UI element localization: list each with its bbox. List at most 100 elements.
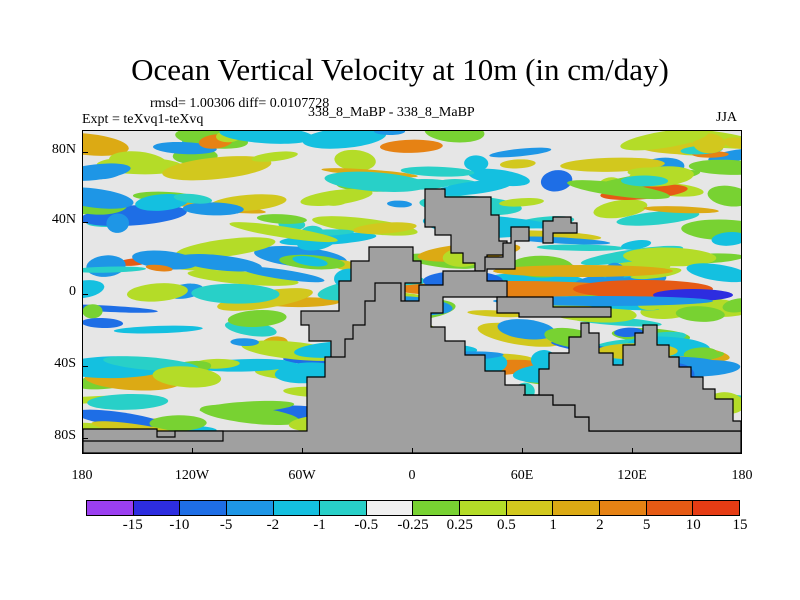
y-label-eq: 0	[69, 284, 76, 299]
colorbar-swatch	[506, 501, 554, 515]
colorbar-swatch	[600, 501, 647, 515]
colorbar-label: 2	[596, 517, 604, 533]
y-label-40n: 40N	[51, 212, 76, 227]
colorbar-swatch	[133, 501, 181, 515]
field-patch	[86, 255, 126, 277]
experiment-label: Expt = teXvq1-teXvq	[82, 112, 204, 127]
field-patch	[251, 151, 298, 162]
field-patch	[424, 131, 485, 143]
field-patch	[83, 304, 103, 319]
colorbar-label: 1	[549, 517, 557, 533]
field-patch	[621, 239, 652, 250]
field-patch	[688, 159, 741, 175]
x-label-120e: 120E	[617, 468, 647, 483]
colorbar-label: -10	[169, 517, 190, 533]
colorbar-label: -0.25	[397, 517, 429, 533]
colorbar-swatch	[553, 501, 601, 515]
field-patch	[230, 338, 259, 347]
y-label-80n: 80N	[51, 142, 76, 157]
field-patch	[113, 325, 203, 334]
field-patch	[620, 131, 709, 151]
field-patch	[106, 213, 129, 233]
stats-line: rmsd= 1.00306 diff= 0.0107728	[150, 96, 330, 111]
field-patch	[675, 306, 725, 322]
x-label-180e: 180	[731, 468, 753, 483]
field-patch	[711, 231, 741, 246]
field-patch	[623, 247, 717, 267]
field-patch	[132, 250, 198, 270]
map-svg	[83, 131, 741, 453]
field-patch	[83, 317, 124, 329]
field-patch	[683, 347, 718, 360]
field-band	[493, 265, 673, 277]
field-patch	[162, 156, 272, 181]
x-tick	[632, 448, 633, 454]
y-tick	[82, 152, 88, 153]
field-patch	[497, 319, 556, 340]
x-label-0: 0	[408, 468, 416, 483]
field-patch	[229, 222, 338, 243]
colorbar-label: -15	[122, 517, 143, 533]
colorbar-swatch	[87, 501, 134, 515]
x-tick	[302, 448, 303, 454]
field-patch	[292, 255, 328, 267]
x-tick	[192, 448, 193, 454]
y-tick	[82, 438, 88, 439]
y-label-80s: 80S	[54, 428, 76, 443]
land-east-block	[542, 216, 578, 244]
plot-title: Ocean Vertical Velocity at 10m (in cm/da…	[131, 52, 669, 87]
field-patch	[400, 166, 475, 177]
colorbar-swatch	[273, 501, 321, 515]
field-patch	[182, 202, 244, 216]
colorbar-swatch	[366, 501, 414, 515]
field-patch	[83, 304, 158, 313]
field-patch	[536, 244, 626, 251]
field-patch	[616, 210, 700, 226]
field-patch	[707, 185, 741, 207]
field-patch	[722, 298, 741, 313]
field-patch	[300, 188, 373, 206]
field-patch	[191, 283, 280, 304]
field-patch	[353, 222, 417, 234]
colorbar-swatch	[320, 501, 367, 515]
y-tick	[82, 294, 88, 295]
y-tick	[82, 366, 88, 367]
colorbar-label: -1	[313, 517, 326, 533]
land-east-strip	[496, 296, 612, 318]
field-patch	[334, 149, 376, 171]
field-patch	[681, 219, 741, 241]
x-label-60w: 60W	[288, 468, 316, 483]
field-patch	[686, 263, 741, 283]
field-patch	[200, 404, 300, 426]
field-patch	[499, 197, 544, 207]
field-patch	[302, 131, 387, 149]
field-patch	[173, 193, 213, 204]
field-patch	[145, 264, 173, 272]
map-plot-area	[82, 130, 742, 454]
field-patch	[177, 254, 262, 272]
y-tick	[82, 222, 88, 223]
colorbar-label: -0.5	[354, 517, 379, 533]
field-patch	[380, 139, 443, 153]
colorbar	[86, 500, 740, 516]
land-far-west	[83, 428, 224, 442]
field-patch	[87, 393, 169, 410]
land-australia-asia	[523, 322, 741, 432]
x-label-120w: 120W	[174, 468, 210, 483]
y-label-40s: 40S	[54, 356, 76, 371]
field-patch	[187, 269, 299, 286]
field-patch	[464, 155, 489, 172]
colorbar-label: -5	[219, 517, 233, 533]
colorbar-swatch	[413, 501, 461, 515]
x-label-180w: 180	[71, 468, 93, 483]
field-patch	[83, 132, 129, 156]
field-patch	[643, 206, 719, 214]
colorbar-label: 0.5	[497, 517, 516, 533]
x-tick	[522, 448, 523, 454]
colorbar-label: 10	[685, 517, 701, 533]
field-patch	[567, 180, 670, 200]
field-patch	[126, 283, 188, 302]
field-patch	[540, 170, 573, 192]
colorbar-swatch	[646, 501, 694, 515]
field-patch	[499, 159, 536, 169]
